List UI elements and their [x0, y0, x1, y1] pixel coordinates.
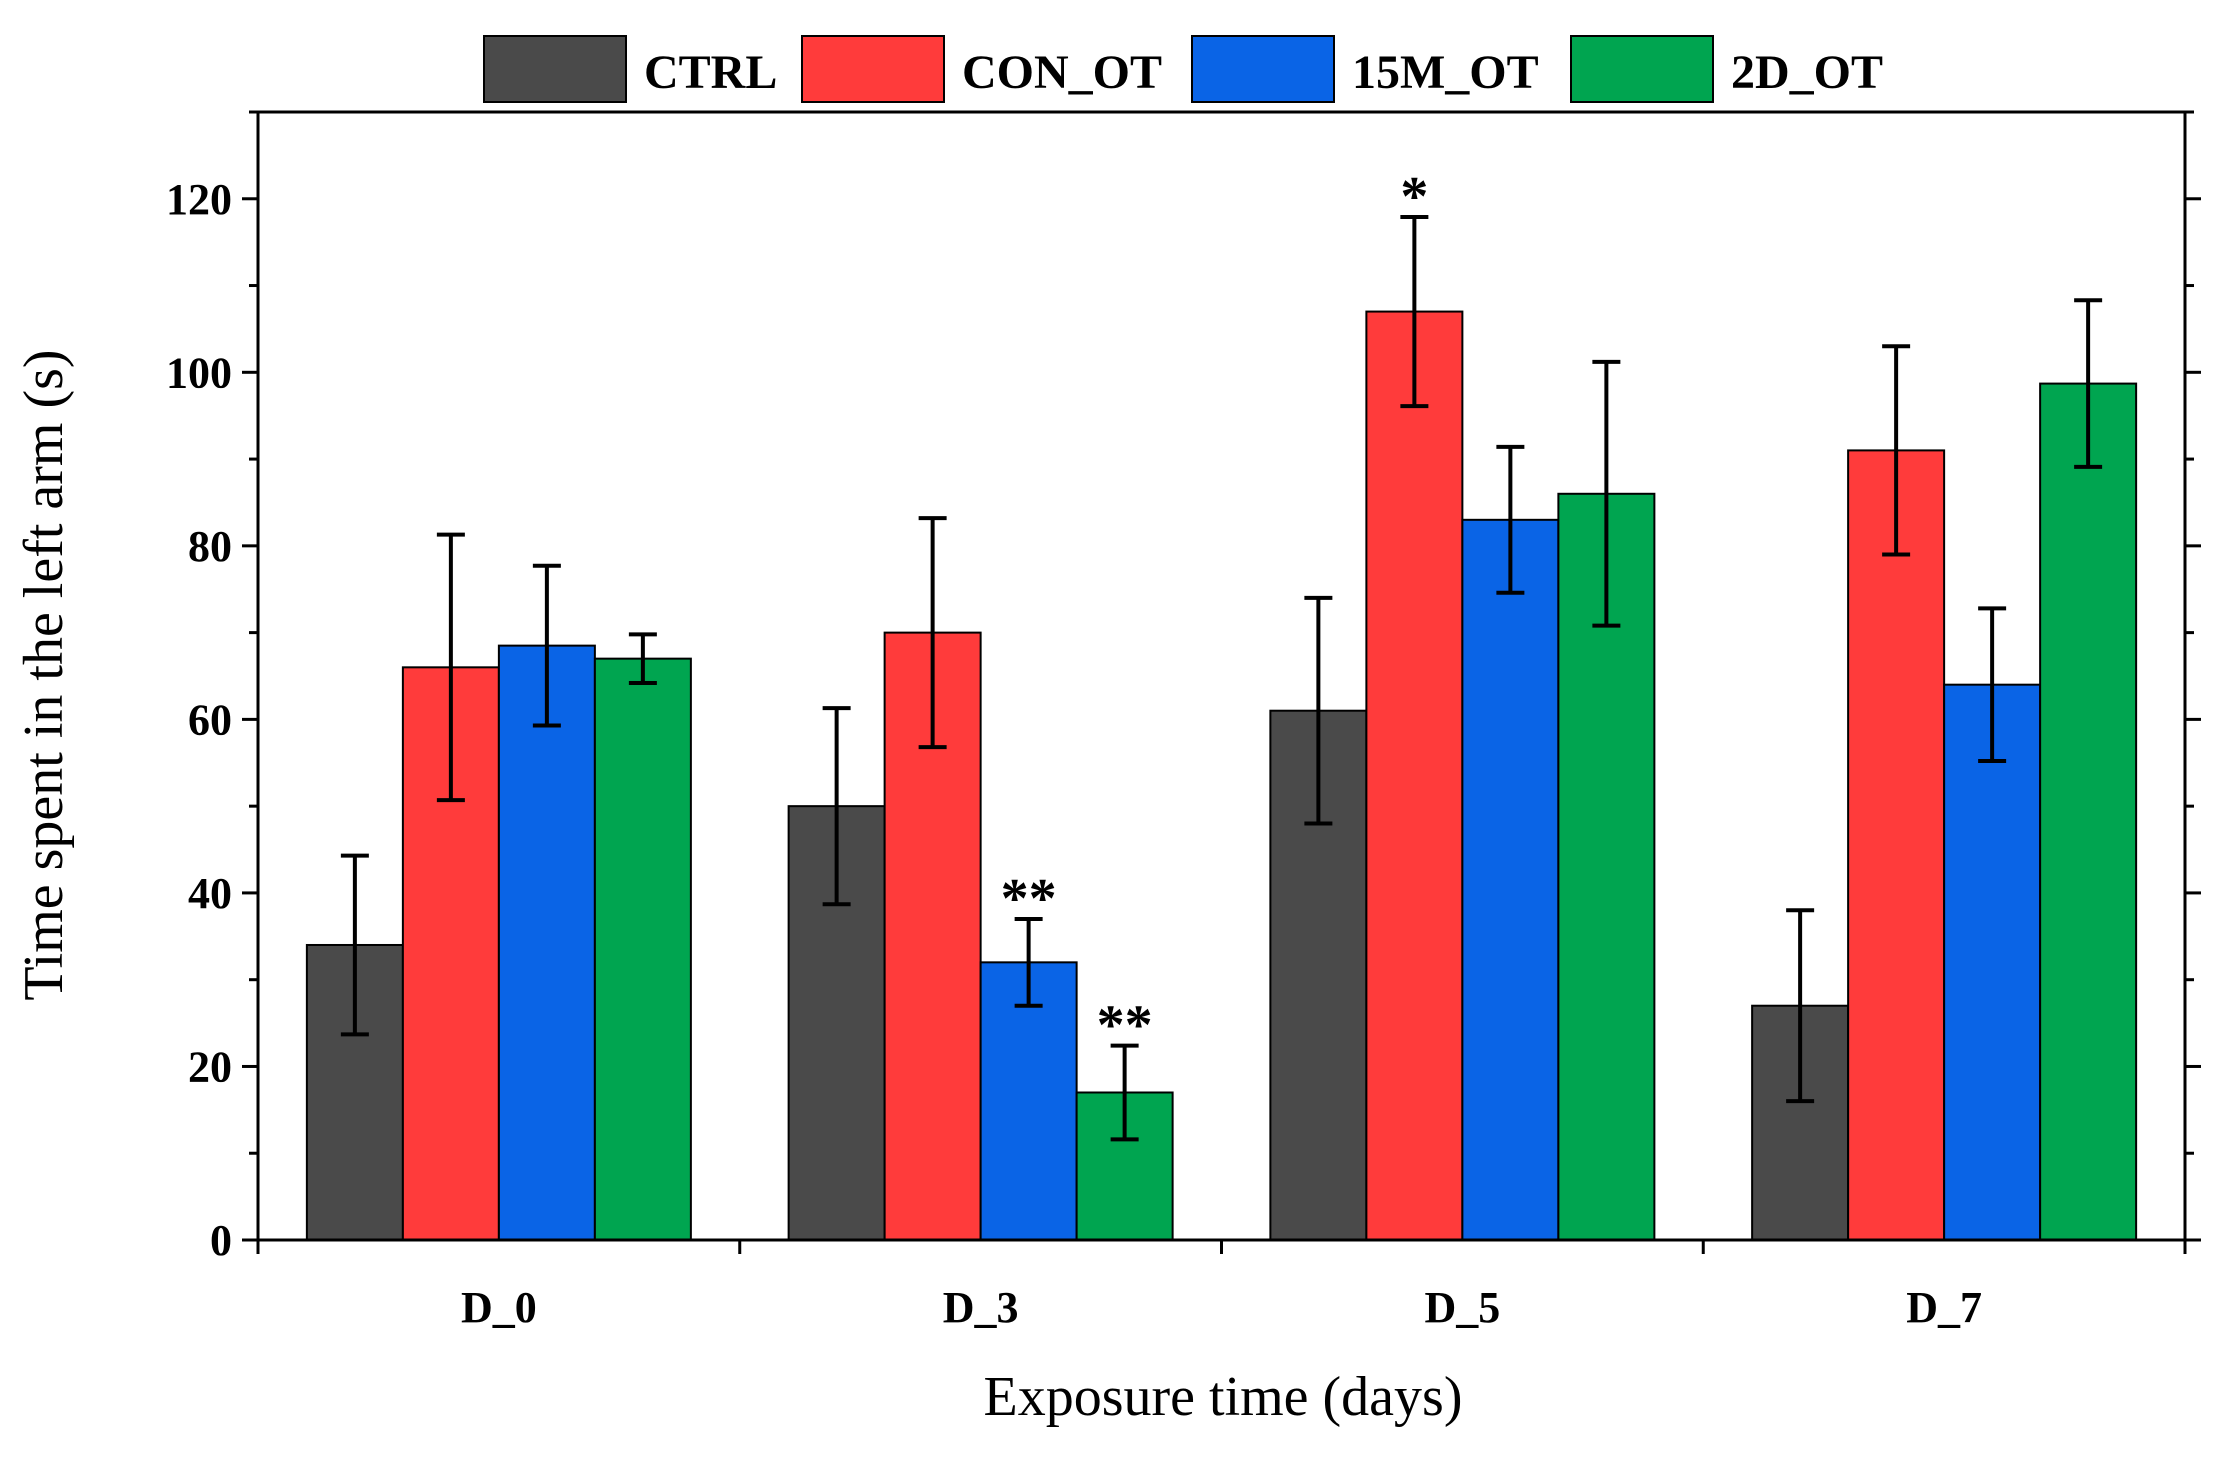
- bar-15m-ot-d-7: [1943, 683, 2042, 1241]
- legend-swatch-2d-ot: [1570, 35, 1714, 103]
- y-tick-label: 100: [166, 348, 232, 397]
- error-bars-layer: [340, 214, 2103, 1142]
- legend-swatch-15m-ot: [1191, 35, 1335, 103]
- y-tick-label: 20: [188, 1042, 232, 1091]
- legend-item-15m-ot: 15M_OT: [1191, 35, 1539, 103]
- x-axis-title: Exposure time (days): [984, 1366, 1463, 1428]
- x-tick-label-d-5: D_5: [1424, 1283, 1500, 1332]
- legend-item-2d-ot: 2D_OT: [1570, 35, 1883, 103]
- y-axis-title: Time spent in the left arm (s): [13, 349, 75, 1000]
- legend-label-15m-ot: 15M_OT: [1352, 46, 1539, 99]
- legend-label-2d-ot: 2D_OT: [1731, 46, 1883, 99]
- bar-15m-ot-d-0: [497, 644, 596, 1241]
- legend-item-con-ot: CON_OT: [801, 35, 1162, 103]
- axes: [242, 110, 2201, 1254]
- error-bar-15m-ot-d-5: [1496, 444, 1525, 595]
- bar-2d-ot-d-0: [593, 657, 692, 1241]
- significance-con-ot-d-5: *: [1400, 166, 1428, 228]
- error-bar-15m-ot-d-3: [1014, 916, 1043, 1008]
- legend-swatch-con-ot: [801, 35, 945, 103]
- y-tick-label: 80: [188, 522, 232, 571]
- legend-label-con-ot: CON_OT: [962, 46, 1162, 99]
- x-tick-label-d-7: D_7: [1906, 1283, 1982, 1332]
- significance-layer: *****: [1001, 166, 1429, 1057]
- error-bar-15m-ot-d-0: [532, 563, 561, 728]
- error-bar-ctrl-d-5: [1304, 595, 1333, 826]
- bar-15m-ot-d-5: [1461, 518, 1560, 1241]
- bar-con-ot-d-5: [1365, 310, 1464, 1242]
- error-bar-2d-ot-d-7: [2074, 298, 2103, 469]
- error-bar-2d-ot-d-3: [1110, 1043, 1139, 1142]
- error-bar-ctrl-d-0: [340, 853, 369, 1037]
- tick-labels: 0 20 40 60 80 100 120 D_0 D_3 D_5 D_7: [166, 175, 1982, 1332]
- y-tick-label: 0: [210, 1216, 232, 1265]
- error-bar-con-ot-d-7: [1882, 344, 1911, 557]
- error-bar-con-ot-d-0: [436, 532, 465, 803]
- legend-item-ctrl: CTRL: [483, 35, 777, 103]
- x-tick-label-d-3: D_3: [943, 1283, 1019, 1332]
- y-tick-label: 120: [166, 175, 232, 224]
- error-bar-15m-ot-d-7: [1978, 606, 2007, 764]
- x-tick-label-d-0: D_0: [461, 1283, 537, 1332]
- significance-2d-ot-d-3: **: [1097, 995, 1153, 1057]
- legend: CTRL CON_OT 15M_OT 2D_OT: [483, 35, 1883, 103]
- bar-con-ot-d-7: [1847, 449, 1946, 1241]
- bars-layer: [305, 310, 2138, 1242]
- y-tick-label: 40: [188, 869, 232, 918]
- error-bar-ctrl-d-7: [1786, 908, 1815, 1104]
- bar-2d-ot-d-7: [2039, 382, 2138, 1241]
- significance-15m-ot-d-3: **: [1001, 868, 1057, 930]
- error-bar-2d-ot-d-5: [1592, 359, 1621, 628]
- error-bar-ctrl-d-3: [822, 706, 851, 907]
- legend-label-ctrl: CTRL: [644, 46, 777, 99]
- legend-swatch-ctrl: [483, 35, 627, 103]
- error-bar-2d-ot-d-0: [628, 632, 657, 685]
- error-bar-con-ot-d-3: [918, 516, 947, 750]
- y-tick-label: 60: [188, 695, 232, 744]
- error-bar-con-ot-d-5: [1400, 214, 1429, 409]
